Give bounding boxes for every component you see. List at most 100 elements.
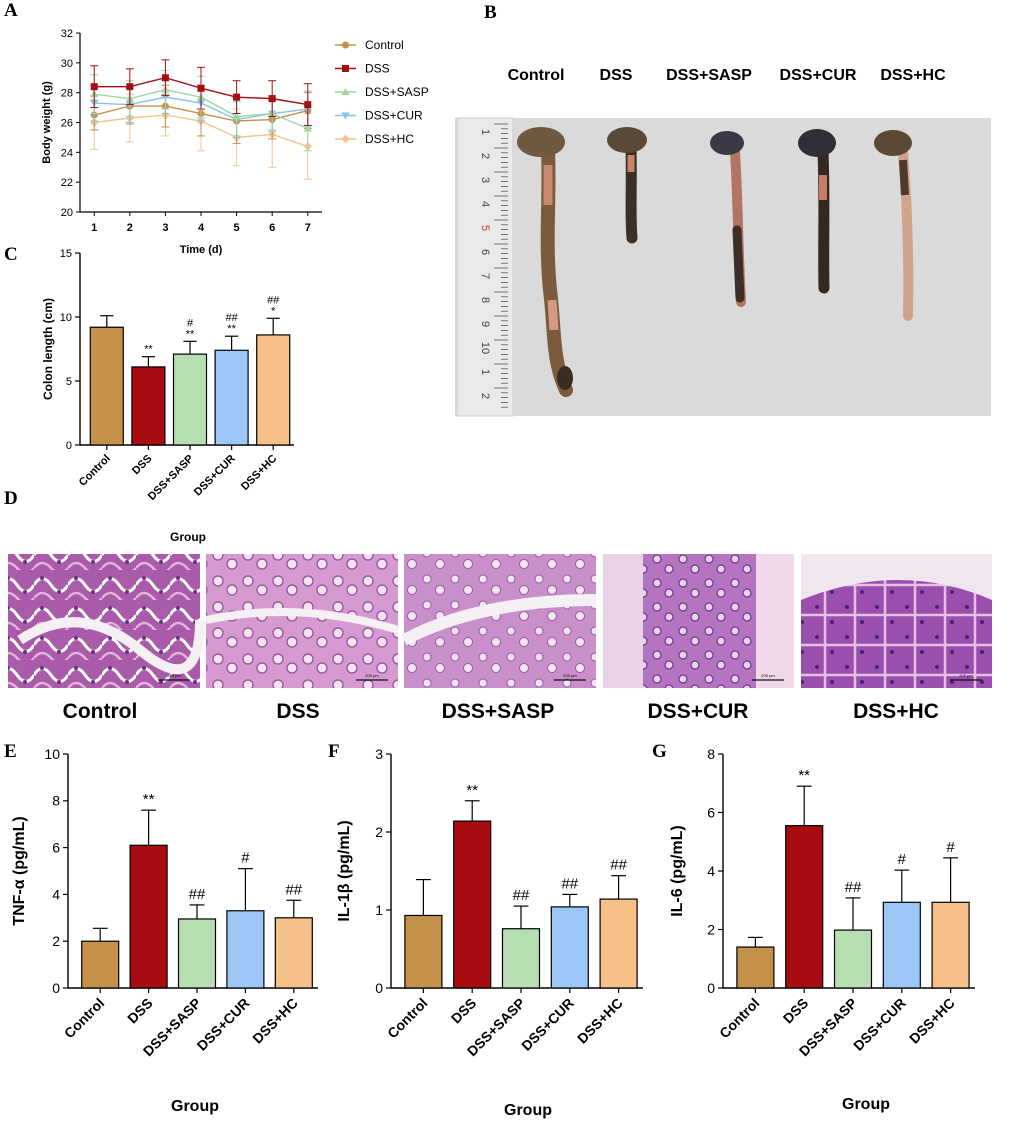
ruler-number: 3 <box>479 177 491 183</box>
bar-dss-hc <box>256 334 291 446</box>
significance-marker: ** <box>798 767 810 784</box>
x-axis-title: Group <box>170 530 206 544</box>
x-tick-label: 7 <box>305 222 311 234</box>
data-point <box>197 84 205 92</box>
y-tick-label: 1 <box>375 902 383 918</box>
bar-dss-hc <box>599 898 638 989</box>
y-axis-title: IL-1β (pg/mL) <box>336 820 353 921</box>
x-tick-label: DSS <box>124 995 156 1027</box>
panel-label-c: C <box>4 244 18 265</box>
legend-marker <box>342 41 349 49</box>
ruler-number: 9 <box>479 321 491 327</box>
bar-control <box>81 940 120 989</box>
y-tick-label: 20 <box>61 207 73 219</box>
colon-specimen-dss <box>607 127 647 244</box>
bar-control <box>736 946 775 989</box>
histology-images: 200 μm 200 μm 200 μm 200 μm 200 μm Contr… <box>8 554 992 723</box>
x-axis-title: Group <box>842 1096 890 1113</box>
histology-label-dss-sasp: DSS+SASP <box>442 700 555 723</box>
photo-label-dss-cur: DSS+CUR <box>780 67 857 84</box>
y-tick-label: 22 <box>61 177 73 189</box>
bar-dss-cur <box>882 901 921 989</box>
y-tick-label: 5 <box>66 376 72 388</box>
legend-label: DSS+SASP <box>365 85 429 99</box>
ruler-number: 2 <box>479 393 491 399</box>
y-tick-label: 2 <box>375 824 383 840</box>
ruler-number: 6 <box>479 249 491 255</box>
x-tick-label: 3 <box>162 222 168 234</box>
x-tick-label: DSS+HC <box>574 995 626 1047</box>
significance-marker: ** <box>144 344 153 356</box>
y-tick-label: 4 <box>52 886 60 902</box>
y-tick-label: 0 <box>66 440 72 452</box>
significance-marker: ## <box>561 875 578 892</box>
x-tick-label: 4 <box>198 222 205 234</box>
y-tick-label: 32 <box>61 28 73 40</box>
histology-scale-bars: 200 μm 200 μm 200 μm 200 μm 200 μm <box>158 673 982 681</box>
panel-label-b: B <box>484 2 497 23</box>
ruler-number: 10 <box>479 342 491 354</box>
y-tick-label: 6 <box>707 804 715 820</box>
scale-bar-label: 200 μm <box>563 673 577 678</box>
y-axis-title: Colon length (cm) <box>41 298 55 400</box>
panel-label-g: G <box>652 741 667 762</box>
x-tick-label: Control <box>384 995 431 1042</box>
y-tick-label: 26 <box>61 118 73 130</box>
ruler-number: 4 <box>479 201 491 207</box>
x-tick-label: 2 <box>127 222 133 234</box>
bar-dss-hc <box>274 917 313 989</box>
histology-label-control: Control <box>63 700 138 723</box>
colon-specimen-control <box>517 127 573 397</box>
x-tick-label: DSS <box>780 995 812 1027</box>
x-tick-label: 6 <box>269 222 275 234</box>
x-tick-label: 5 <box>234 222 240 234</box>
colon-photo: Control DSS DSS+SASP DSS+CUR DSS+HC 1 2 3 4… <box>455 67 991 417</box>
ruler-number: 5 <box>479 225 491 231</box>
y-axis-title: TNF-α (pg/mL) <box>11 816 28 925</box>
x-tick-label: DSS+HC <box>239 453 279 493</box>
panel-label-a: A <box>4 0 18 21</box>
legend-label: Control <box>365 38 404 52</box>
ruler-number: 2 <box>479 153 491 159</box>
bar-dss-cur <box>214 349 249 446</box>
data-point <box>126 83 134 91</box>
y-axis-title: IL-6 (pg/mL) <box>669 825 686 917</box>
significance-marker: ** <box>227 323 236 335</box>
ruler-number: 1 <box>479 129 491 135</box>
panel-label-d: D <box>4 488 18 509</box>
y-tick-label: 8 <box>52 793 60 809</box>
data-point <box>232 112 241 120</box>
y-tick-label: 10 <box>60 312 72 324</box>
data-point <box>268 95 276 103</box>
ruler-ticks: 1 2 3 4 5 6 7 8 9 10 1 2 <box>479 123 508 408</box>
data-point <box>304 101 312 109</box>
significance-marker: # <box>241 850 250 867</box>
bar-dss-hc <box>931 901 970 989</box>
y-tick-label: 15 <box>60 248 72 260</box>
x-tick-label: DSS <box>448 995 480 1027</box>
significance-marker: ** <box>143 791 155 808</box>
bar-dss-sasp <box>172 353 208 446</box>
photo-label-dss-sasp: DSS+SASP <box>666 67 752 84</box>
significance-marker: ** <box>186 328 195 340</box>
x-tick-label: Control <box>77 453 113 489</box>
legend-label: DSS+CUR <box>365 109 423 123</box>
histology-label-dss-cur: DSS+CUR <box>648 700 749 723</box>
bar-dss-cur <box>550 906 589 989</box>
x-axis-title: Group <box>504 1102 552 1119</box>
x-axis-title: Time (d) <box>180 244 223 256</box>
significance-marker: ## <box>513 887 530 904</box>
panel-label-f: F <box>328 741 340 762</box>
significance-marker: # <box>898 851 907 868</box>
photo-label-control: Control <box>508 67 565 84</box>
y-tick-label: 3 <box>375 746 383 762</box>
legend-label: DSS <box>365 62 390 76</box>
legend-marker <box>342 65 349 72</box>
y-tick-label: 28 <box>61 88 73 100</box>
y-tick-label: 4 <box>707 863 715 879</box>
significance-marker: ## <box>267 294 280 306</box>
x-tick-label: DSS+CUR <box>518 995 577 1054</box>
